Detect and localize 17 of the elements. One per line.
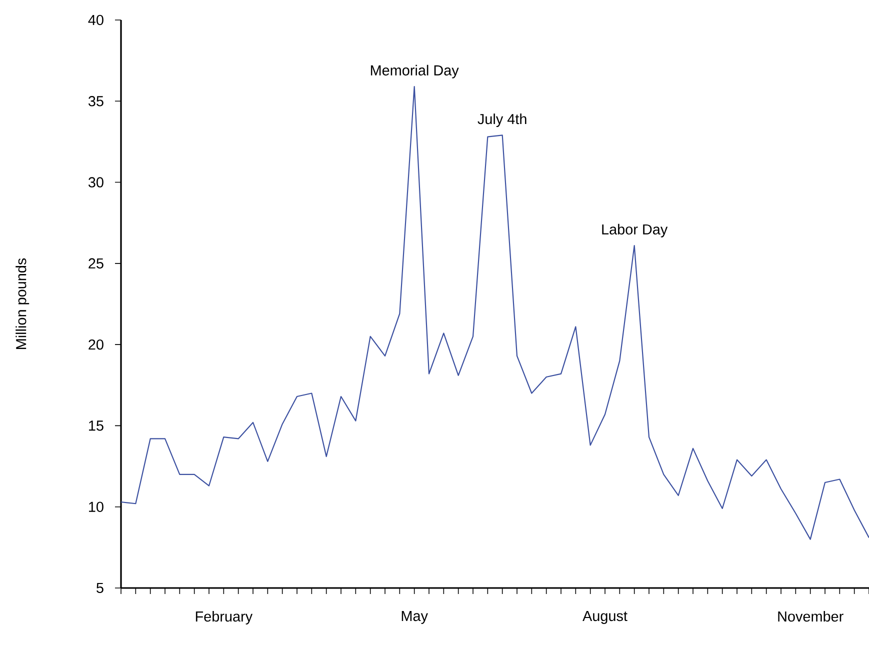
line-series: [121, 86, 869, 540]
x-tick-label: November: [778, 611, 844, 622]
x-tick-label: February: [196, 611, 253, 624]
y-axis-title: Million pounds: [16, 258, 30, 349]
y-tick-label: 15: [89, 420, 104, 431]
y-tick-label: 5: [96, 582, 104, 594]
annotation: Memorial Day: [370, 64, 459, 78]
x-tick-label: August: [582, 611, 628, 624]
y-tick-label: 20: [88, 339, 104, 350]
y-tick-label: 30: [88, 177, 104, 188]
y-tick-label: 40: [88, 14, 104, 26]
x-tick-label: May: [402, 611, 428, 624]
y-tick-label: 10: [89, 502, 104, 512]
y-tick-label: 25: [88, 258, 104, 269]
annotation: July 4th: [478, 114, 526, 128]
annotation: Labor Day: [602, 224, 668, 238]
y-tick-label: 35: [88, 96, 104, 106]
